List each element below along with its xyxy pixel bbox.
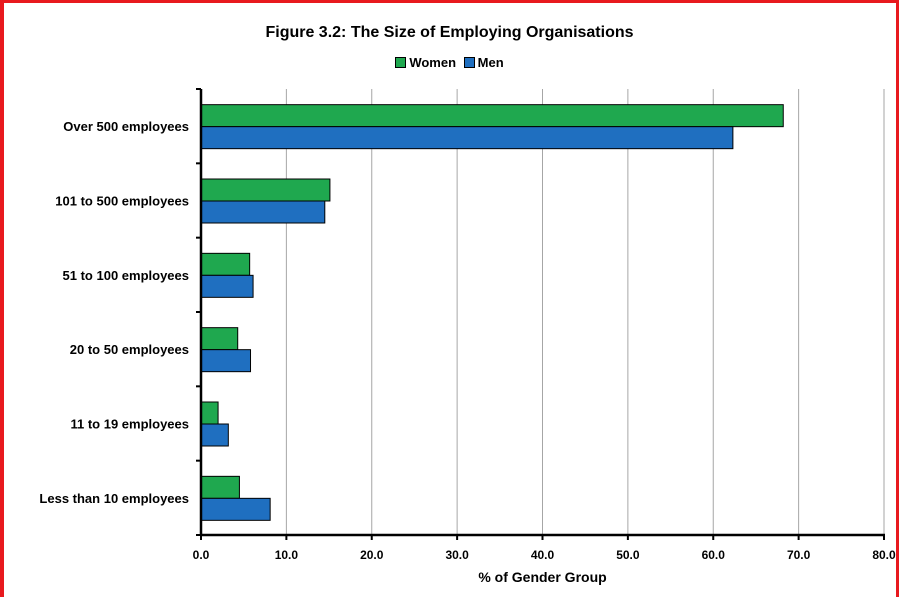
category-label: Over 500 employees	[63, 119, 189, 134]
category-label: 20 to 50 employees	[70, 342, 189, 357]
bar-women	[200, 401, 219, 425]
bar-men	[200, 423, 229, 447]
chart-title: Figure 3.2: The Size of Employing Organi…	[265, 24, 634, 41]
bar-men	[200, 274, 254, 298]
bar-women	[200, 252, 251, 276]
legend-swatch-men	[463, 57, 475, 68]
legend-label-men: Men	[477, 55, 504, 70]
category-label: 11 to 19 employees	[70, 417, 189, 432]
bar-women	[200, 475, 240, 499]
x-tick-label: 40.0	[531, 548, 555, 562]
x-tick-label: 20.0	[360, 548, 384, 562]
bar-women	[200, 178, 331, 202]
legend: Women Men	[0, 55, 899, 71]
bar-men	[200, 497, 271, 521]
bar-women	[200, 104, 784, 128]
legend-label-women: Women	[409, 55, 457, 70]
x-axis-title: % of Gender Group	[478, 569, 606, 585]
x-tick-label: 70.0	[787, 548, 811, 562]
legend-item-men: Men	[463, 55, 504, 70]
bar-women	[200, 327, 239, 351]
bar-men	[200, 349, 252, 373]
x-tick-label: 80.0	[872, 548, 896, 562]
bar-men	[200, 200, 326, 224]
bar-men	[200, 126, 734, 150]
category-label: 51 to 100 employees	[63, 268, 189, 283]
x-tick-label: 0.0	[193, 548, 210, 562]
x-tick-label: 30.0	[445, 548, 469, 562]
category-label: 101 to 500 employees	[55, 194, 189, 209]
legend-item-women: Women	[395, 55, 456, 70]
x-tick-label: 60.0	[702, 548, 726, 562]
legend-swatch-women	[395, 57, 407, 68]
x-tick-label: 50.0	[616, 548, 640, 562]
category-label: Less than 10 employees	[39, 491, 189, 506]
x-tick-label: 10.0	[275, 548, 299, 562]
